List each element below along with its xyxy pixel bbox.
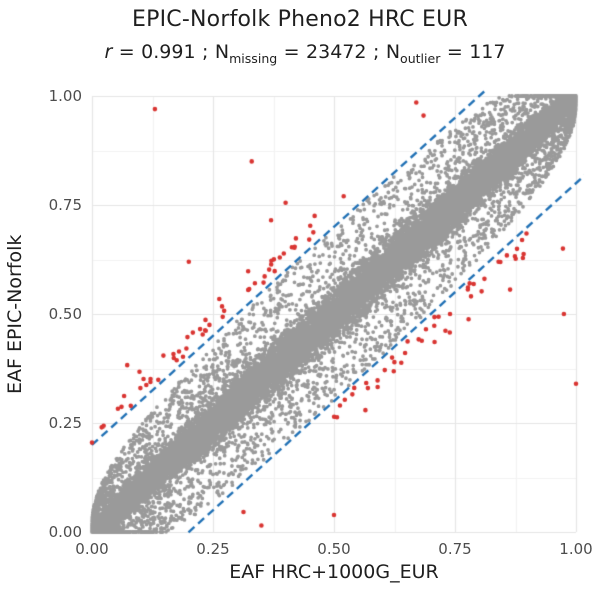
y-tick-label: 0.00 (48, 523, 82, 541)
subtitle-equals2: = (283, 41, 300, 63)
subtitle-separator: ; (202, 41, 209, 63)
subtitle-equals: = (118, 41, 135, 63)
x-tick-label: 0.75 (438, 540, 472, 558)
x-tick-label: 1.00 (559, 540, 593, 558)
subtitle-outlier-value: 117 (469, 41, 506, 63)
y-tick-label: 0.25 (48, 414, 82, 432)
subtitle-outlier-subscript: outlier (400, 50, 441, 66)
subtitle-missing-subscript: missing (229, 50, 278, 66)
chart-subtitle: r = 0.991; Nmissing = 23472; Noutlier = 117 (105, 41, 506, 66)
subtitle-noutlier-label: N (385, 41, 401, 63)
y-tick-label: 0.75 (48, 196, 82, 214)
x-tick-label: 0.25 (196, 540, 230, 558)
subtitle-separator2: ; (372, 41, 380, 63)
x-tick-label: 0.00 (75, 540, 109, 558)
x-tick-label: 0.50 (317, 540, 351, 558)
y-tick-label: 1.00 (48, 87, 82, 105)
subtitle-r-label: r (104, 41, 113, 63)
y-axis-title: EAF EPIC-Norfolk (4, 234, 26, 394)
chart-title: EPIC-Norfolk Pheno2 HRC EUR (132, 7, 468, 32)
y-tick-label: 0.50 (48, 305, 82, 323)
subtitle-missing-value: 23472 (306, 41, 367, 63)
subtitle-equals3: = (446, 41, 463, 63)
x-axis-title: EAF HRC+1000G_EUR (229, 561, 439, 583)
subtitle-r-value: 0.991 (141, 41, 196, 63)
subtitle-nmissing-label: N (214, 41, 230, 63)
